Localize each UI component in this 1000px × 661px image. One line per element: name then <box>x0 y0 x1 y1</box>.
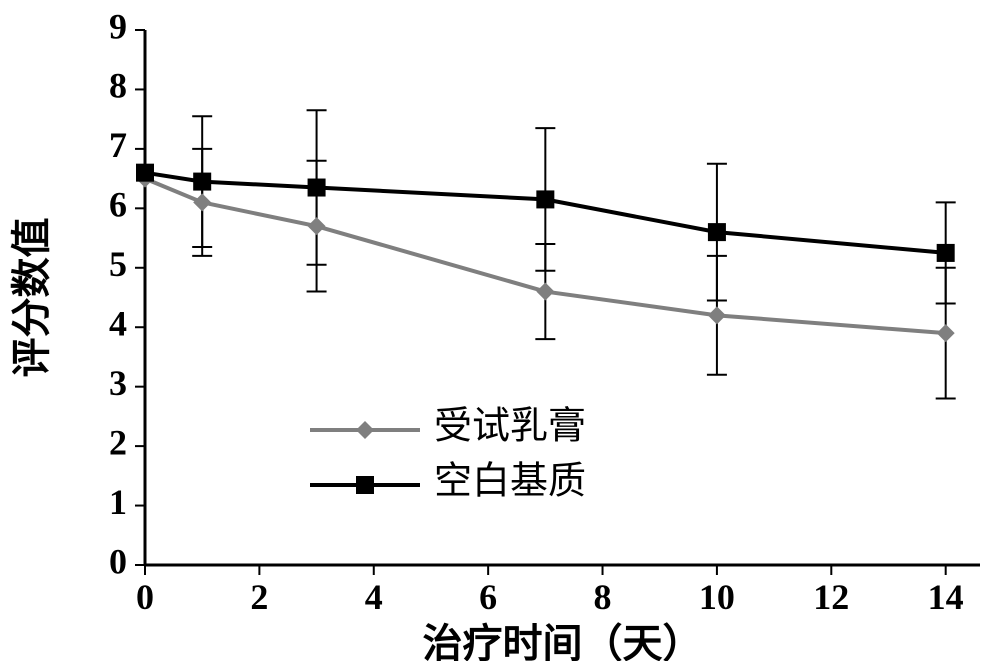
y-tick-label: 6 <box>109 185 127 225</box>
x-tick-label: 14 <box>928 577 964 617</box>
x-axis-title: 治疗时间（天） <box>423 621 703 661</box>
x-tick-label: 6 <box>479 577 497 617</box>
legend-label: 受试乳膏 <box>434 406 586 448</box>
marker-square <box>193 173 211 191</box>
marker-square <box>536 190 554 208</box>
y-tick-label: 9 <box>109 6 127 46</box>
y-axis-title: 评分数值 <box>9 218 54 378</box>
x-tick-label: 10 <box>699 577 735 617</box>
x-tick-label: 8 <box>594 577 612 617</box>
x-tick-label: 4 <box>365 577 383 617</box>
y-tick-label: 5 <box>109 244 127 284</box>
marker-square <box>937 244 955 262</box>
marker-square <box>308 179 326 197</box>
x-tick-label: 2 <box>250 577 268 617</box>
y-tick-label: 4 <box>109 303 127 343</box>
marker-square <box>356 476 374 494</box>
y-tick-label: 1 <box>109 482 127 522</box>
y-tick-label: 3 <box>109 363 127 403</box>
y-tick-label: 8 <box>109 66 127 106</box>
x-tick-label: 12 <box>813 577 849 617</box>
chart-bg <box>0 0 1000 661</box>
y-tick-label: 7 <box>109 125 127 165</box>
y-tick-label: 2 <box>109 422 127 462</box>
marker-square <box>708 223 726 241</box>
x-tick-label: 0 <box>136 577 154 617</box>
y-tick-label: 0 <box>109 541 127 581</box>
chart-container: 012345678902468101214治疗时间（天）评分数值受试乳膏空白基质 <box>0 0 1000 661</box>
marker-square <box>136 164 154 182</box>
line-chart: 012345678902468101214治疗时间（天）评分数值受试乳膏空白基质 <box>0 0 1000 661</box>
legend-label: 空白基质 <box>434 461 586 503</box>
